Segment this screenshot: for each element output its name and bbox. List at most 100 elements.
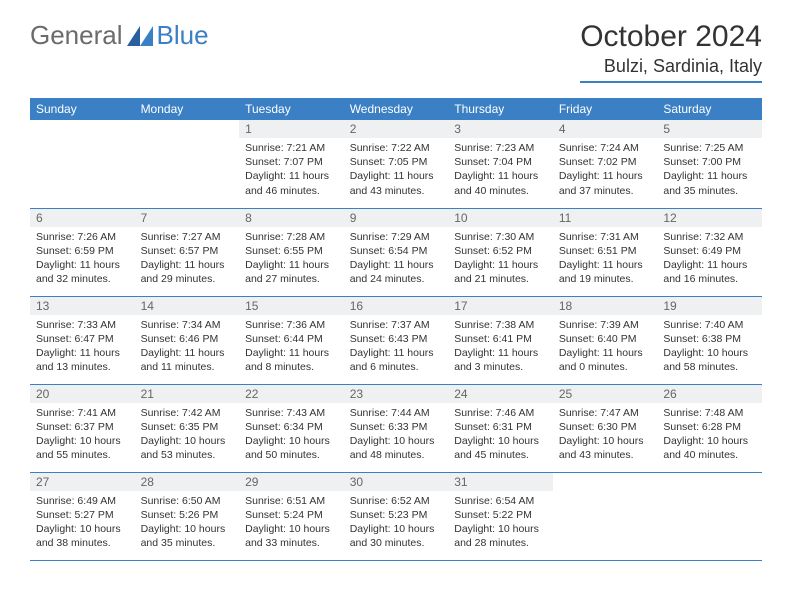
calendar-cell: 12Sunrise: 7:32 AMSunset: 6:49 PMDayligh… bbox=[657, 208, 762, 296]
calendar-cell-empty bbox=[30, 120, 135, 208]
day-number: 8 bbox=[239, 209, 344, 227]
calendar-cell: 24Sunrise: 7:46 AMSunset: 6:31 PMDayligh… bbox=[448, 384, 553, 472]
calendar-row: 1Sunrise: 7:21 AMSunset: 7:07 PMDaylight… bbox=[30, 120, 762, 208]
calendar-cell: 11Sunrise: 7:31 AMSunset: 6:51 PMDayligh… bbox=[553, 208, 658, 296]
day-number: 14 bbox=[135, 297, 240, 315]
day-number: 3 bbox=[448, 120, 553, 138]
day-number: 2 bbox=[344, 120, 449, 138]
day-body: Sunrise: 7:31 AMSunset: 6:51 PMDaylight:… bbox=[553, 227, 658, 290]
calendar-cell: 10Sunrise: 7:30 AMSunset: 6:52 PMDayligh… bbox=[448, 208, 553, 296]
day-body: Sunrise: 7:40 AMSunset: 6:38 PMDaylight:… bbox=[657, 315, 762, 378]
day-body: Sunrise: 7:29 AMSunset: 6:54 PMDaylight:… bbox=[344, 227, 449, 290]
day-number: 25 bbox=[553, 385, 658, 403]
calendar-head: SundayMondayTuesdayWednesdayThursdayFrid… bbox=[30, 98, 762, 120]
day-number: 26 bbox=[657, 385, 762, 403]
day-number: 10 bbox=[448, 209, 553, 227]
calendar-cell: 8Sunrise: 7:28 AMSunset: 6:55 PMDaylight… bbox=[239, 208, 344, 296]
calendar-cell: 7Sunrise: 7:27 AMSunset: 6:57 PMDaylight… bbox=[135, 208, 240, 296]
day-number: 27 bbox=[30, 473, 135, 491]
day-body: Sunrise: 6:49 AMSunset: 5:27 PMDaylight:… bbox=[30, 491, 135, 554]
day-number: 5 bbox=[657, 120, 762, 138]
day-number: 15 bbox=[239, 297, 344, 315]
title-block: October 2024 Bulzi, Sardinia, Italy bbox=[580, 20, 762, 83]
day-number: 28 bbox=[135, 473, 240, 491]
day-body: Sunrise: 6:51 AMSunset: 5:24 PMDaylight:… bbox=[239, 491, 344, 554]
calendar-cell: 27Sunrise: 6:49 AMSunset: 5:27 PMDayligh… bbox=[30, 472, 135, 560]
weekday-header: Saturday bbox=[657, 98, 762, 120]
day-body: Sunrise: 6:54 AMSunset: 5:22 PMDaylight:… bbox=[448, 491, 553, 554]
day-body: Sunrise: 6:50 AMSunset: 5:26 PMDaylight:… bbox=[135, 491, 240, 554]
day-body: Sunrise: 7:24 AMSunset: 7:02 PMDaylight:… bbox=[553, 138, 658, 201]
calendar-cell: 3Sunrise: 7:23 AMSunset: 7:04 PMDaylight… bbox=[448, 120, 553, 208]
month-year: October 2024 bbox=[580, 20, 762, 54]
weekday-header: Monday bbox=[135, 98, 240, 120]
weekday-header: Wednesday bbox=[344, 98, 449, 120]
day-number: 16 bbox=[344, 297, 449, 315]
logo: General Blue bbox=[30, 20, 209, 51]
calendar-cell: 15Sunrise: 7:36 AMSunset: 6:44 PMDayligh… bbox=[239, 296, 344, 384]
day-number: 6 bbox=[30, 209, 135, 227]
weekday-header: Thursday bbox=[448, 98, 553, 120]
location: Bulzi, Sardinia, Italy bbox=[580, 56, 762, 83]
header: General Blue October 2024 Bulzi, Sardini… bbox=[30, 20, 762, 83]
calendar-cell: 1Sunrise: 7:21 AMSunset: 7:07 PMDaylight… bbox=[239, 120, 344, 208]
calendar-cell: 26Sunrise: 7:48 AMSunset: 6:28 PMDayligh… bbox=[657, 384, 762, 472]
calendar-row: 27Sunrise: 6:49 AMSunset: 5:27 PMDayligh… bbox=[30, 472, 762, 560]
day-number: 19 bbox=[657, 297, 762, 315]
calendar-cell: 19Sunrise: 7:40 AMSunset: 6:38 PMDayligh… bbox=[657, 296, 762, 384]
day-body: Sunrise: 7:27 AMSunset: 6:57 PMDaylight:… bbox=[135, 227, 240, 290]
day-body: Sunrise: 7:32 AMSunset: 6:49 PMDaylight:… bbox=[657, 227, 762, 290]
day-number: 4 bbox=[553, 120, 658, 138]
day-body: Sunrise: 7:44 AMSunset: 6:33 PMDaylight:… bbox=[344, 403, 449, 466]
calendar-table: SundayMondayTuesdayWednesdayThursdayFrid… bbox=[30, 98, 762, 561]
day-body: Sunrise: 7:43 AMSunset: 6:34 PMDaylight:… bbox=[239, 403, 344, 466]
calendar-cell: 2Sunrise: 7:22 AMSunset: 7:05 PMDaylight… bbox=[344, 120, 449, 208]
calendar-cell: 28Sunrise: 6:50 AMSunset: 5:26 PMDayligh… bbox=[135, 472, 240, 560]
day-body: Sunrise: 7:30 AMSunset: 6:52 PMDaylight:… bbox=[448, 227, 553, 290]
day-number: 9 bbox=[344, 209, 449, 227]
calendar-cell: 14Sunrise: 7:34 AMSunset: 6:46 PMDayligh… bbox=[135, 296, 240, 384]
day-number: 13 bbox=[30, 297, 135, 315]
day-number: 7 bbox=[135, 209, 240, 227]
day-body: Sunrise: 7:48 AMSunset: 6:28 PMDaylight:… bbox=[657, 403, 762, 466]
day-number: 23 bbox=[344, 385, 449, 403]
day-body: Sunrise: 7:36 AMSunset: 6:44 PMDaylight:… bbox=[239, 315, 344, 378]
calendar-cell: 31Sunrise: 6:54 AMSunset: 5:22 PMDayligh… bbox=[448, 472, 553, 560]
calendar-cell: 13Sunrise: 7:33 AMSunset: 6:47 PMDayligh… bbox=[30, 296, 135, 384]
day-body: Sunrise: 7:47 AMSunset: 6:30 PMDaylight:… bbox=[553, 403, 658, 466]
logo-icon bbox=[127, 26, 153, 46]
weekday-header: Friday bbox=[553, 98, 658, 120]
calendar-cell: 20Sunrise: 7:41 AMSunset: 6:37 PMDayligh… bbox=[30, 384, 135, 472]
calendar-cell: 29Sunrise: 6:51 AMSunset: 5:24 PMDayligh… bbox=[239, 472, 344, 560]
day-body: Sunrise: 7:23 AMSunset: 7:04 PMDaylight:… bbox=[448, 138, 553, 201]
calendar-cell: 21Sunrise: 7:42 AMSunset: 6:35 PMDayligh… bbox=[135, 384, 240, 472]
day-number: 18 bbox=[553, 297, 658, 315]
day-number: 20 bbox=[30, 385, 135, 403]
calendar-cell: 18Sunrise: 7:39 AMSunset: 6:40 PMDayligh… bbox=[553, 296, 658, 384]
day-body: Sunrise: 7:28 AMSunset: 6:55 PMDaylight:… bbox=[239, 227, 344, 290]
weekday-header: Sunday bbox=[30, 98, 135, 120]
logo-text-2: Blue bbox=[157, 20, 209, 51]
calendar-cell-empty bbox=[657, 472, 762, 560]
calendar-cell: 4Sunrise: 7:24 AMSunset: 7:02 PMDaylight… bbox=[553, 120, 658, 208]
day-number: 21 bbox=[135, 385, 240, 403]
day-body: Sunrise: 6:52 AMSunset: 5:23 PMDaylight:… bbox=[344, 491, 449, 554]
day-body: Sunrise: 7:22 AMSunset: 7:05 PMDaylight:… bbox=[344, 138, 449, 201]
calendar-cell: 5Sunrise: 7:25 AMSunset: 7:00 PMDaylight… bbox=[657, 120, 762, 208]
day-body: Sunrise: 7:26 AMSunset: 6:59 PMDaylight:… bbox=[30, 227, 135, 290]
calendar-cell-empty bbox=[135, 120, 240, 208]
day-number: 11 bbox=[553, 209, 658, 227]
day-number: 22 bbox=[239, 385, 344, 403]
calendar-body: 1Sunrise: 7:21 AMSunset: 7:07 PMDaylight… bbox=[30, 120, 762, 560]
day-body: Sunrise: 7:42 AMSunset: 6:35 PMDaylight:… bbox=[135, 403, 240, 466]
day-number: 31 bbox=[448, 473, 553, 491]
calendar-cell: 16Sunrise: 7:37 AMSunset: 6:43 PMDayligh… bbox=[344, 296, 449, 384]
calendar-row: 13Sunrise: 7:33 AMSunset: 6:47 PMDayligh… bbox=[30, 296, 762, 384]
calendar-cell: 25Sunrise: 7:47 AMSunset: 6:30 PMDayligh… bbox=[553, 384, 658, 472]
day-body: Sunrise: 7:46 AMSunset: 6:31 PMDaylight:… bbox=[448, 403, 553, 466]
day-number: 30 bbox=[344, 473, 449, 491]
day-number: 1 bbox=[239, 120, 344, 138]
calendar-cell: 22Sunrise: 7:43 AMSunset: 6:34 PMDayligh… bbox=[239, 384, 344, 472]
day-body: Sunrise: 7:39 AMSunset: 6:40 PMDaylight:… bbox=[553, 315, 658, 378]
day-number: 17 bbox=[448, 297, 553, 315]
